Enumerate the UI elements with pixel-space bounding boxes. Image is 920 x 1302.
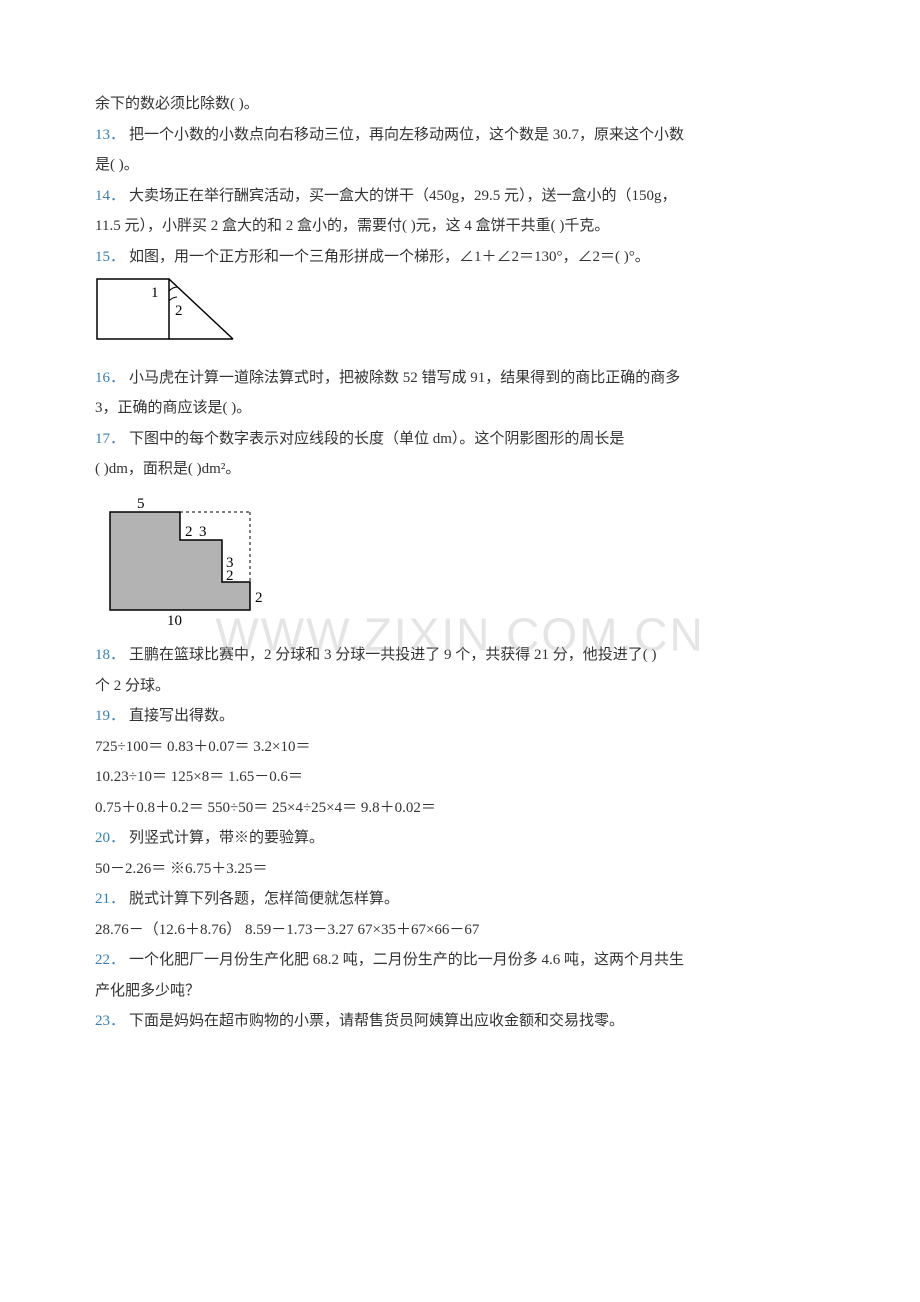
q19-row2-text: 10.23÷10＝ 125×8＝ 1.65－0.6＝ [95,769,303,785]
question-19: 19．直接写出得数。 [95,702,825,731]
q16-text2: 3，正确的商应该是( )。 [95,400,251,416]
angle1-arc [169,287,178,291]
question-22-line2: 产化肥多少吨？ [95,977,825,1006]
q20-row1-text: 50－2.26＝ ※6.75＋3.25＝ [95,861,268,877]
q21-num: 21． [95,891,125,907]
q18-text1: 王鹏在篮球比赛中，2 分球和 3 分球一共投进了 9 个，共获得 21 分，他投… [129,647,657,663]
fig17-label-2r: 2 [255,590,263,606]
q17-text1: 下图中的每个数字表示对应线段的长度（单位 dm）。这个阴影图形的周长是 [129,431,624,447]
q20-text: 列竖式计算，带※的要验算。 [129,830,324,846]
angle2-label: 2 [175,303,183,319]
q0-text: 余下的数必须比除数( )。 [95,96,259,112]
question-18-line1: 18．王鹏在篮球比赛中，2 分球和 3 分球一共投进了 9 个，共获得 21 分… [95,641,825,670]
q23-text: 下面是妈妈在超市购物的小票，请帮售货员阿姨算出应收金额和交易找零。 [129,1013,624,1029]
question-23: 23．下面是妈妈在超市购物的小票，请帮售货员阿姨算出应收金额和交易找零。 [95,1007,825,1036]
question-16-line1: 16．小马虎在计算一道除法算式时，把被除数 52 错写成 91，结果得到的商比正… [95,364,825,393]
question-15: 15．如图，用一个正方形和一个三角形拼成一个梯形，∠1＋∠2＝130°，∠2＝(… [95,243,825,272]
q13-text2: 是( )。 [95,157,139,173]
q21-text: 脱式计算下列各题，怎样简便就怎样算。 [129,891,399,907]
q19-row3: 0.75＋0.8＋0.2＝ 550÷50＝ 25×4÷25×4＝ 9.8＋0.0… [95,794,825,823]
fig17-label-2a: 2 [185,524,193,540]
q23-num: 23． [95,1013,125,1029]
q17-num: 17． [95,431,125,447]
question-17-line1: 17．下图中的每个数字表示对应线段的长度（单位 dm）。这个阴影图形的周长是 [95,425,825,454]
q21-row1: 28.76－（12.6＋8.76） 8.59－1.73－3.27 67×35＋6… [95,916,825,945]
angle2-arc [169,297,177,301]
question-14-line1: 14．大卖场正在举行酬宾活动，买一盒大的饼干（450g，29.5 元），送一盒小… [95,182,825,211]
question-22-line1: 22．一个化肥厂一月份生产化肥 68.2 吨，二月份生产的比一月份多 4.6 吨… [95,946,825,975]
q17-text2: ( )dm，面积是( )dm²。 [95,461,240,477]
question-21: 21．脱式计算下列各题，怎样简便就怎样算。 [95,885,825,914]
q16-num: 16． [95,370,125,386]
question-13-line2: 是( )。 [95,151,825,180]
q14-text1: 大卖场正在举行酬宾活动，买一盒大的饼干（450g，29.5 元），送一盒小的（1… [129,188,677,204]
q22-text1: 一个化肥厂一月份生产化肥 68.2 吨，二月份生产的比一月份多 4.6 吨，这两… [129,952,684,968]
fig17-label-2s: 2 [226,568,234,584]
content-area: 余下的数必须比除数( )。 13．把一个小数的小数点向右移动三位，再向左移动两位… [95,90,825,1036]
stepped-figure: 5 2 3 3 2 2 10 [95,490,280,625]
question-16-line2: 3，正确的商应该是( )。 [95,394,825,423]
q15-text: 如图，用一个正方形和一个三角形拼成一个梯形，∠1＋∠2＝130°，∠2＝( )°… [129,249,650,265]
question-17-line2: ( )dm，面积是( )dm²。 [95,455,825,484]
trapezoid-figure: 1 2 [95,277,240,347]
question-13-line1: 13．把一个小数的小数点向右移动三位，再向左移动两位，这个数是 30.7，原来这… [95,121,825,150]
figure-17: 5 2 3 3 2 2 10 [95,490,825,636]
q19-row1: 725÷100＝ 0.83＋0.07＝ 3.2×10＝ [95,733,825,762]
q22-num: 22． [95,952,125,968]
q19-text: 直接写出得数。 [129,708,234,724]
q22-text2: 产化肥多少吨？ [95,983,200,999]
q20-row1: 50－2.26＝ ※6.75＋3.25＝ [95,855,825,884]
fig17-label-10: 10 [167,613,182,625]
q18-text2: 个 2 分球。 [95,678,170,694]
q19-row1-text: 725÷100＝ 0.83＋0.07＝ 3.2×10＝ [95,739,310,755]
angle1-label: 1 [151,285,159,301]
q19-num: 19． [95,708,125,724]
q16-text1: 小马虎在计算一道除法算式时，把被除数 52 错写成 91，结果得到的商比正确的商… [129,370,680,386]
q20-num: 20． [95,830,125,846]
figure-15: 1 2 [95,277,825,358]
q14-text2: 11.5 元），小胖买 2 盒大的和 2 盒小的，需要付( )元，这 4 盒饼干… [95,218,609,234]
q15-num: 15． [95,249,125,265]
q19-row2: 10.23÷10＝ 125×8＝ 1.65－0.6＝ [95,763,825,792]
question-18-line2: 个 2 分球。 [95,672,825,701]
q19-row3-text: 0.75＋0.8＋0.2＝ 550÷50＝ 25×4÷25×4＝ 9.8＋0.0… [95,800,436,816]
q21-row1-text: 28.76－（12.6＋8.76） 8.59－1.73－3.27 67×35＋6… [95,922,479,938]
q13-text1: 把一个小数的小数点向右移动三位，再向左移动两位，这个数是 30.7，原来这个小数 [129,127,684,143]
fig17-label-3a: 3 [199,524,207,540]
fig17-label-5: 5 [137,496,145,512]
question-14-line2: 11.5 元），小胖买 2 盒大的和 2 盒小的，需要付( )元，这 4 盒饼干… [95,212,825,241]
q13-num: 13． [95,127,125,143]
question-20: 20．列竖式计算，带※的要验算。 [95,824,825,853]
question-0: 余下的数必须比除数( )。 [95,90,825,119]
q14-num: 14． [95,188,125,204]
q18-num: 18． [95,647,125,663]
